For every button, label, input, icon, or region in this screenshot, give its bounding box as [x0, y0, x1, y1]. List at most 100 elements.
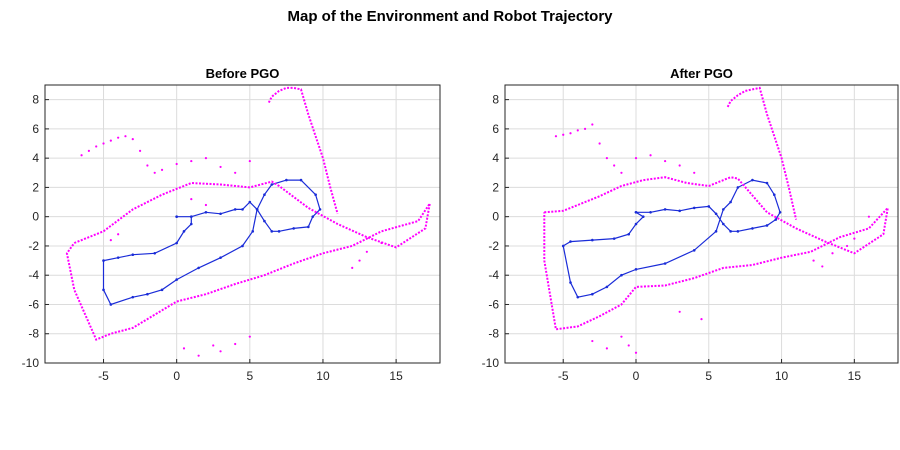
- map-point: [87, 149, 90, 152]
- map-point: [190, 198, 193, 201]
- map-point: [80, 154, 83, 157]
- y-tick-label: -4: [28, 268, 39, 282]
- map-point: [853, 237, 856, 240]
- trajectory-point: [109, 303, 113, 306]
- x-tick-label: 10: [775, 369, 789, 383]
- trajectory-point: [569, 281, 572, 284]
- map-point: [102, 142, 105, 145]
- x-tick-label: 0: [173, 369, 180, 383]
- trajectory-point: [649, 210, 652, 214]
- map-point: [358, 259, 361, 262]
- map-point: [649, 154, 652, 157]
- map-point: [678, 164, 681, 167]
- y-tick-label: -4: [488, 268, 499, 282]
- map-point: [124, 135, 127, 138]
- map-point: [591, 123, 594, 126]
- trajectory-point: [307, 225, 310, 229]
- trajectory-point: [714, 230, 718, 233]
- x-tick-label: 15: [848, 369, 862, 383]
- panel-title: Before PGO: [206, 66, 280, 81]
- x-tick-label: 0: [633, 369, 640, 383]
- trajectory-point: [131, 295, 135, 299]
- y-tick-label: -2: [488, 239, 499, 253]
- map-point: [634, 157, 638, 160]
- trajectory-point: [219, 256, 222, 259]
- map-point: [365, 250, 368, 253]
- trajectory-point: [318, 208, 322, 211]
- trajectory-point: [277, 230, 281, 233]
- map-point: [248, 335, 251, 338]
- trajectory-point: [605, 285, 609, 289]
- map-point: [138, 149, 142, 152]
- trajectory-point: [751, 178, 754, 182]
- trajectory-point: [189, 215, 193, 218]
- trajectory-point: [663, 208, 667, 211]
- map-point: [117, 233, 120, 236]
- y-tick-label: -10: [482, 356, 500, 370]
- map-point: [605, 347, 608, 350]
- y-tick-label: -6: [28, 297, 39, 311]
- map-point: [620, 171, 623, 174]
- trajectory-point: [263, 193, 266, 197]
- trajectory-point: [175, 215, 178, 218]
- map-point: [204, 157, 208, 160]
- map-point: [812, 259, 815, 262]
- trajectory-point: [729, 200, 732, 204]
- trajectory-point: [204, 210, 208, 214]
- trajectory-point: [175, 241, 178, 245]
- trajectory-point: [641, 215, 645, 218]
- map-point: [678, 310, 681, 313]
- trajectory-point: [270, 183, 274, 186]
- map-point: [591, 339, 594, 343]
- trajectory-point: [248, 200, 252, 204]
- trajectory-point: [153, 251, 157, 255]
- trajectory-point: [233, 208, 237, 211]
- trajectory-point: [751, 227, 754, 230]
- trajectory-point: [197, 266, 200, 270]
- map-point: [234, 171, 237, 174]
- map-point: [613, 164, 616, 167]
- y-tick-label: -8: [28, 327, 39, 341]
- map-point: [693, 171, 696, 174]
- trajectory-point: [778, 210, 782, 214]
- plot-area: [45, 85, 440, 363]
- y-tick-label: 2: [492, 180, 499, 194]
- trajectory-point: [634, 268, 638, 271]
- trajectory-point: [772, 193, 776, 197]
- map-outline: [543, 176, 890, 331]
- trajectory-point: [576, 295, 580, 299]
- trajectory-point: [569, 240, 572, 243]
- map-point: [380, 241, 383, 245]
- map-point: [95, 145, 98, 148]
- map-point: [562, 133, 565, 136]
- map-point: [117, 136, 120, 139]
- trajectory-point: [255, 208, 259, 211]
- trajectory-point: [612, 237, 616, 240]
- trajectory-point: [160, 288, 164, 292]
- trajectory-point: [729, 230, 732, 233]
- y-tick-label: 6: [492, 122, 499, 136]
- y-tick-label: -6: [488, 297, 499, 311]
- trajectory-point: [241, 208, 244, 211]
- trajectory-point: [765, 181, 769, 185]
- trajectory-point: [241, 244, 244, 248]
- map-point: [219, 165, 222, 169]
- y-tick-label: 4: [32, 151, 39, 165]
- map-point: [109, 139, 112, 142]
- x-tick-label: -5: [558, 369, 569, 383]
- map-point: [146, 164, 149, 167]
- trajectory-point: [561, 244, 565, 248]
- plot-layer: [543, 86, 890, 354]
- x-tick-label: 15: [389, 369, 403, 383]
- map-point: [605, 157, 608, 160]
- y-tick-label: 2: [32, 180, 39, 194]
- trajectory-point: [311, 215, 315, 218]
- trajectory-point: [270, 230, 274, 233]
- map-point: [160, 168, 164, 171]
- trajectory-point: [765, 224, 769, 227]
- chart-panel-2: -5 0 5 10 15 -10 -8 -6 -4 -2 0 2 4 6 8 After PGO: [482, 66, 899, 383]
- trajectory-point: [175, 278, 178, 281]
- trajectory-point: [263, 219, 266, 223]
